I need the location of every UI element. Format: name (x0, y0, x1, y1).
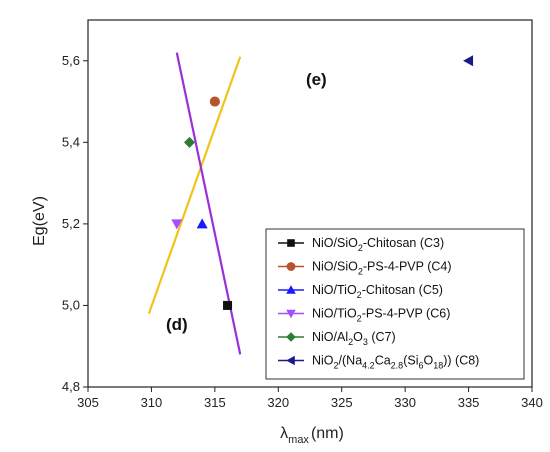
y-tick-label: 5,4 (62, 134, 80, 149)
legend-entry-label: NiO/Al2O3 (C7) (312, 330, 396, 347)
annotation-label: (d) (166, 315, 188, 334)
legend-marker-diamond (286, 332, 296, 342)
plot-frame (87, 19, 533, 388)
x-tick-label: 320 (267, 395, 289, 410)
legend-entry-label: NiO2/(Na4.2Ca2.8(Si6O18)) (C8) (312, 354, 479, 371)
legend-box (265, 228, 525, 380)
x-axis-label: λmax (nm) (280, 425, 344, 446)
legend-marker-triangle-down (286, 309, 296, 319)
y-tick-label: 4,8 (62, 379, 80, 394)
data-point-square (223, 300, 233, 310)
data-point-triangle-left (463, 55, 474, 67)
legend-marker-triangle-left (286, 355, 295, 366)
y-axis-label: Eg(eV) (31, 196, 48, 246)
y-tick-label: 5,6 (62, 53, 80, 68)
legend-entry-label: NiO/TiO2-PS-4-PVP (C6) (312, 307, 450, 324)
legend: NiO/SiO2-Chitosan (C3) NiO/SiO2-PS-4-PVP … (265, 228, 525, 380)
x-tick-label: 335 (458, 395, 480, 410)
grid-and-axes: 305 310 315 320 325 330 335 340 4,8 5,0 5,2 5,4 5,6 (62, 19, 543, 410)
annotation-label: (e) (306, 70, 327, 89)
legend-entry-label: NiO/SiO2-Chitosan (C3) (312, 236, 444, 253)
x-tick-label: 340 (521, 395, 543, 410)
data-point-triangle-up (196, 218, 208, 229)
legend-marker-circle (286, 262, 296, 271)
x-tick-label: 325 (331, 395, 353, 410)
data-point-diamond (183, 136, 195, 148)
legend-entry-label: NiO/SiO2-PS-4-PVP (C4) (312, 260, 452, 277)
annotations: (e) (d) (166, 70, 327, 334)
legend-entry-label: NiO/TiO2-Chitosan (C5) (312, 283, 443, 300)
legend-marker-triangle-up (286, 285, 296, 294)
y-tick-label: 5,2 (62, 216, 80, 231)
x-tick-label: 305 (77, 395, 99, 410)
data-point-circle (209, 96, 220, 107)
data-points (171, 55, 474, 310)
fit-line-d (147, 56, 242, 314)
x-axis-title: λmax (nm) (280, 425, 344, 446)
legend-marker-square (287, 239, 295, 247)
x-tick-label: 330 (394, 395, 416, 410)
y-tick-label: 5,0 (62, 297, 80, 312)
data-point-triangle-down (171, 219, 183, 230)
x-tick-label: 310 (141, 395, 163, 410)
x-tick-label: 315 (204, 395, 226, 410)
